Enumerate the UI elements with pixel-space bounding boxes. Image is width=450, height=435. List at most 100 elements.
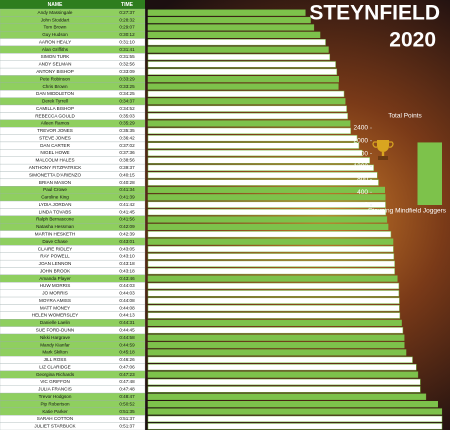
column-header: NAME: [48, 2, 63, 8]
runner-time: 0:35:29: [119, 121, 135, 126]
runner-name: JO MORRIS: [42, 291, 68, 296]
runner-time: 0:43:10: [119, 254, 135, 259]
runner-time: 0:44:59: [119, 342, 135, 347]
runner-time: 0:32:56: [119, 62, 135, 67]
runner-time: 0:44:03: [119, 291, 135, 296]
runner-name: ANTONY BISHOP: [36, 69, 74, 74]
time-bar: [147, 68, 338, 75]
time-bar: [147, 408, 443, 415]
time-bar: [147, 238, 394, 245]
trophy-icon: [372, 140, 394, 160]
time-bar: [147, 142, 360, 149]
runner-name: MALCOLM HALES: [35, 158, 74, 163]
runner-name: Alan Griffiths: [42, 47, 69, 52]
runner-name: Danielle Laelin: [40, 320, 71, 325]
runner-name: REBECCA GOULD: [35, 113, 75, 118]
runner-time: 0:37:36: [119, 150, 135, 155]
chart-title: Total Points: [388, 113, 422, 120]
y-tick-label: 800: [357, 176, 368, 183]
runner-name: VIC GRIFFON: [40, 379, 70, 384]
runner-name: Katie Parker: [42, 409, 68, 414]
runner-name: MOYRA AMISS: [39, 298, 71, 303]
runner-name: Tom Brown: [44, 25, 67, 30]
runner-name: John Stoddart: [41, 17, 70, 22]
x-tick-label: Steyning Mindfield Joggers: [368, 208, 447, 215]
y-tick-label: 1600: [354, 150, 369, 157]
y-tick-label: 2400: [354, 125, 369, 132]
runner-name: Andy Massingale: [38, 10, 73, 15]
runner-time: 0:46:26: [119, 357, 135, 362]
bar: [417, 142, 442, 205]
time-bar: [147, 297, 400, 304]
time-bar: [147, 127, 351, 135]
time-bar: [147, 341, 405, 349]
runner-time: 0:41:56: [119, 217, 135, 222]
runner-time: 0:44:08: [119, 305, 135, 310]
time-bar: [147, 282, 400, 290]
time-bar: [147, 423, 443, 430]
runner-name: MARTIN HESKETH: [35, 231, 76, 236]
runner-time: 0:41:45: [119, 209, 135, 214]
time-bar: [147, 260, 395, 267]
time-bar: [147, 149, 363, 157]
runner-time: 0:38:56: [119, 158, 135, 163]
time-bar: [147, 319, 402, 327]
time-bar: [147, 401, 438, 408]
runner-name: TREVOR JONES: [37, 128, 73, 133]
time-bar: [147, 46, 329, 53]
runner-time: 0:47:48: [119, 379, 135, 384]
time-bar: [147, 201, 386, 208]
runner-time: 0:34:25: [119, 91, 135, 96]
runner-name: CAMILLA BISHOP: [36, 106, 74, 111]
runner-name: HELEN WOMERSLEY: [32, 313, 78, 318]
time-bar: [147, 172, 378, 179]
time-bar: [147, 245, 394, 253]
time-bar: [147, 231, 392, 238]
runner-time: 0:37:02: [119, 143, 135, 148]
runner-name: Nikki Hargrave: [40, 335, 71, 340]
runner-time: 0:33:29: [119, 76, 135, 81]
runner-time: 0:45:18: [119, 350, 135, 355]
runner-name: JOAN LENNON: [39, 261, 72, 266]
time-bar: [147, 356, 413, 363]
runner-time: 0:44:13: [119, 313, 135, 318]
runner-time: 0:29:07: [119, 25, 135, 30]
runner-name: Caroline King: [41, 195, 69, 200]
runner-time: 0:36:42: [119, 135, 135, 140]
time-bar: [147, 105, 347, 112]
runner-name: NIGEL HOWE: [40, 150, 69, 155]
runner-name: MATT MONEY: [40, 305, 70, 310]
runner-name: ANDY SELMAN: [39, 62, 72, 67]
time-bar: [147, 304, 400, 312]
runner-name: SARAH COTTON: [37, 416, 73, 421]
runner-time: 0:30:12: [119, 32, 135, 37]
runner-name: Mandy Kianfar: [40, 342, 70, 347]
time-bar: [147, 223, 389, 231]
time-bar: [147, 290, 400, 297]
runner-time: 0:51:37: [119, 424, 135, 429]
time-bar: [147, 386, 421, 393]
runner-time: 0:43:18: [119, 261, 135, 266]
runner-time: 0:47:48: [119, 387, 135, 392]
runner-name: LYDIA JORDAN: [39, 202, 72, 207]
runner-time: 0:31:41: [119, 47, 135, 52]
runner-time: 0:28:32: [119, 17, 135, 22]
runner-name: JOHN BROOK: [40, 268, 71, 273]
time-bar: [147, 120, 351, 127]
runner-time: 0:40:28: [119, 180, 135, 185]
time-bar: [147, 61, 336, 68]
runner-name: DAN CARTER: [40, 143, 70, 148]
time-bar: [147, 16, 311, 24]
runner-time: 0:44:58: [119, 335, 135, 340]
runner-name: AARON HEALY: [39, 39, 71, 44]
runner-time: 0:35:03: [119, 113, 135, 118]
time-bar: [147, 334, 405, 341]
runner-time: 0:34:52: [119, 106, 135, 111]
runner-time: 0:35:35: [119, 128, 135, 133]
runner-time: 0:43:46: [119, 276, 135, 281]
time-bar: [147, 164, 374, 171]
runner-name: LIZ CLARIDGE: [39, 364, 70, 369]
runner-name: STEVE JONES: [39, 135, 71, 140]
runner-time: 0:48:47: [119, 394, 135, 399]
time-bar: [147, 135, 358, 142]
